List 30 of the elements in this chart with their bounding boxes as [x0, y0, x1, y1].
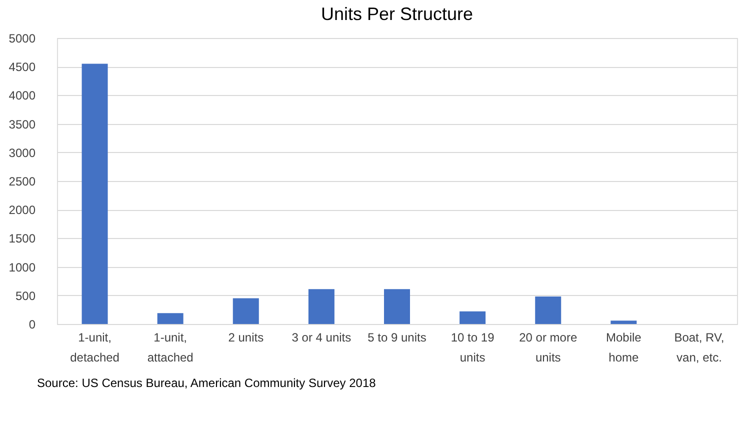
x-tick-label: 1-unit, attached	[147, 330, 194, 364]
x-tick-label: Boat, RV, van, etc.	[674, 330, 724, 364]
bar	[157, 313, 184, 324]
y-tick-label: 3500	[8, 117, 36, 132]
x-tick-label: 10 to 19 units	[450, 330, 495, 364]
bar	[82, 64, 108, 324]
x-tick-label: 1-unit, detached	[70, 330, 120, 364]
bar	[535, 296, 562, 324]
y-tick-label: 5000	[8, 32, 36, 46]
x-tick-label: 20 or more units	[519, 330, 578, 364]
bar	[384, 289, 410, 324]
x-tick-label: Mobile home	[606, 330, 642, 364]
x-tick-label: 5 to 9 units	[368, 330, 426, 344]
chart-title: Units Per Structure	[320, 4, 474, 24]
y-tick-label: 0	[28, 318, 36, 332]
bar	[232, 298, 259, 324]
bar	[610, 320, 637, 324]
bar	[308, 289, 334, 324]
y-tick-label: 2500	[8, 174, 36, 188]
bar	[460, 311, 486, 324]
x-tick-label: 3 or 4 units	[292, 330, 352, 344]
y-tick-label: 1500	[8, 232, 36, 246]
y-tick-label: 3000	[8, 146, 36, 160]
y-tick-label: 4000	[8, 88, 36, 103]
source-note: Source: US Census Bureau, American Community Survey 2018	[37, 376, 376, 390]
x-tick-label: 2 units	[228, 330, 264, 344]
y-tick-label: 500	[15, 288, 36, 303]
y-tick-label: 2000	[8, 203, 36, 218]
y-tick-label: 1000	[8, 260, 36, 274]
y-tick-label: 4500	[8, 60, 36, 74]
